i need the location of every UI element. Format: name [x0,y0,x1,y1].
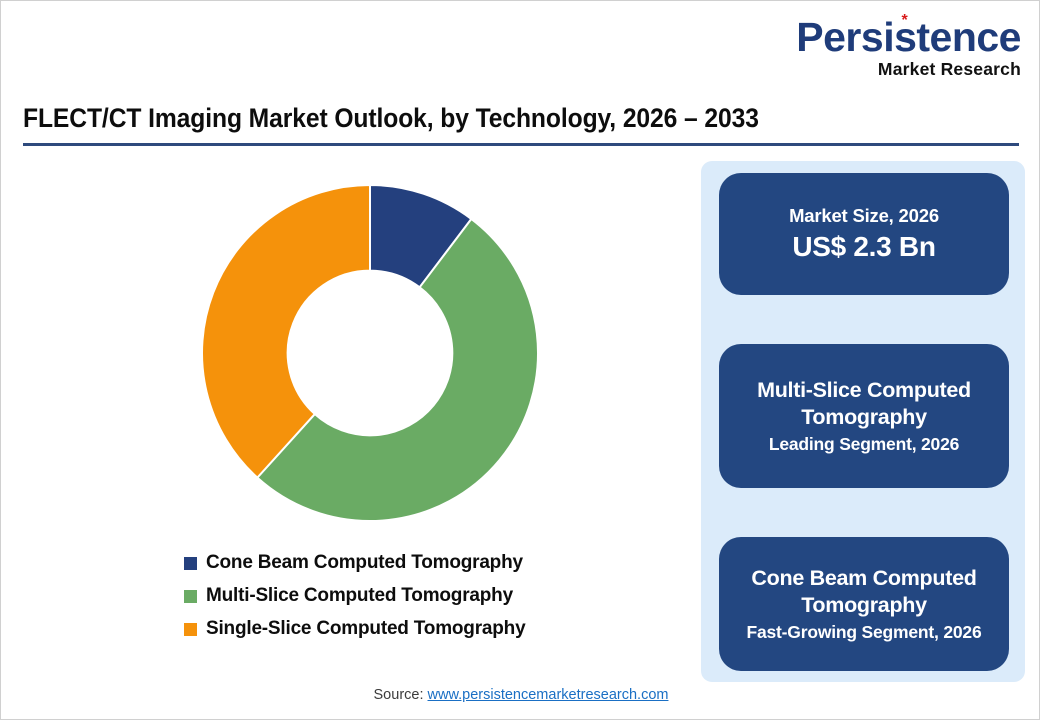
logo-asterisk-icon: * [901,12,908,29]
legend-swatch-multi-slice [184,589,197,603]
source-line: Source: www.persistencemarketresearch.co… [1,687,1039,703]
highlight-card-fast-growing-segment: Cone Beam Computed Tomography Fast-Growi… [719,537,1009,671]
legend-swatch-cone-beam [184,556,197,570]
source-prefix: Source: [373,687,428,703]
legend-item-cone-beam: Cone Beam Computed Tomography [184,546,644,579]
donut-chart-svg [201,183,539,522]
donut-chart-area: Cone Beam Computed Tomography Multi-Slic… [15,161,675,661]
donut-slice [255,217,539,522]
legend-label-cone-beam: Cone Beam Computed Tomography [206,551,523,573]
highlight-card-market-size: Market Size, 2026 US$ 2.3 Bn [719,173,1009,295]
legend-item-single-slice: Single-Slice Computed Tomography [184,612,644,645]
fast-growing-segment-name: Cone Beam Computed Tomography [751,565,977,618]
logo-wordmark: Persistence * [796,12,1021,60]
logo-main-text: Persistence [796,14,1021,60]
legend-label-multi-slice: Multi-Slice Computed Tomography [206,584,513,606]
donut-chart [200,183,540,523]
logo-tagline: Market Research [877,59,1021,79]
source-link[interactable]: www.persistencemarketresearch.com [427,687,669,703]
market-size-label: Market Size, 2026 [789,205,939,227]
fast-growing-segment-label: Fast-Growing Segment, 2026 [746,621,982,642]
highlights-panel: Market Size, 2026 US$ 2.3 Bn Multi-Slice… [701,161,1025,682]
chart-legend: Cone Beam Computed Tomography Multi-Slic… [184,546,644,645]
highlight-card-leading-segment: Multi-Slice Computed Tomography Leading … [719,344,1009,488]
legend-label-single-slice: Single-Slice Computed Tomography [206,617,526,639]
legend-item-multi-slice: Multi-Slice Computed Tomography [184,579,644,612]
leading-segment-label: Leading Segment, 2026 [768,433,960,454]
title-divider [23,143,1019,146]
legend-swatch-single-slice [184,622,197,636]
page-title: FLECT/CT Imaging Market Outlook, by Tech… [23,103,759,133]
market-size-value: US$ 2.3 Bn [792,230,936,262]
title-block: FLECT/CT Imaging Market Outlook, by Tech… [23,103,1019,146]
leading-segment-name: Multi-Slice Computed Tomography [757,377,971,430]
brand-logo: Persistence * Market Research [789,12,1021,79]
donut-slice-group [201,183,539,522]
donut-slice [201,183,371,480]
